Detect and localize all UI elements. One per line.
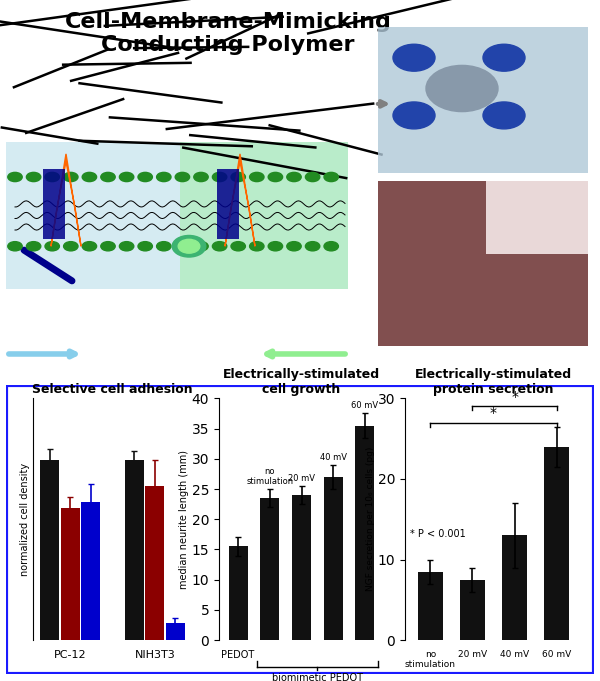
Circle shape: [287, 172, 301, 182]
Circle shape: [393, 102, 435, 129]
Title: Electrically-stimulated
cell growth: Electrically-stimulated cell growth: [223, 368, 380, 396]
Bar: [324, 477, 343, 640]
Circle shape: [250, 172, 264, 182]
Text: Cell-Membrane-Mimicking
Conducting Polymer: Cell-Membrane-Mimicking Conducting Polym…: [65, 12, 391, 54]
Circle shape: [157, 172, 171, 182]
Circle shape: [8, 242, 22, 251]
Bar: [502, 535, 527, 640]
Polygon shape: [225, 154, 255, 247]
Text: 20 mV: 20 mV: [288, 474, 315, 483]
Circle shape: [287, 242, 301, 251]
Circle shape: [119, 242, 134, 251]
Circle shape: [212, 172, 227, 182]
Y-axis label: normalized cell density: normalized cell density: [20, 462, 30, 576]
Bar: [145, 486, 164, 640]
Circle shape: [101, 242, 115, 251]
Circle shape: [483, 44, 525, 72]
Circle shape: [305, 172, 320, 182]
Bar: [81, 502, 100, 640]
Circle shape: [175, 242, 190, 251]
Bar: [460, 580, 485, 640]
Circle shape: [250, 242, 264, 251]
Bar: [544, 447, 569, 640]
Circle shape: [324, 242, 338, 251]
Text: * P < 0.001: * P < 0.001: [410, 528, 466, 539]
Text: 40 mV: 40 mV: [320, 453, 347, 462]
Bar: [61, 508, 80, 640]
Circle shape: [324, 172, 338, 182]
Circle shape: [305, 242, 320, 251]
Circle shape: [82, 172, 97, 182]
Text: no
stimulation: no stimulation: [246, 466, 293, 486]
Bar: [229, 546, 248, 640]
Circle shape: [64, 242, 78, 251]
Text: biomimetic PEDOT: biomimetic PEDOT: [272, 674, 363, 681]
Bar: [43, 170, 65, 238]
Circle shape: [172, 236, 206, 257]
Text: 60 mV: 60 mV: [352, 402, 379, 411]
Circle shape: [212, 242, 227, 251]
Circle shape: [426, 65, 498, 112]
Circle shape: [138, 242, 152, 251]
Circle shape: [119, 172, 134, 182]
Bar: [486, 181, 588, 254]
Circle shape: [178, 239, 200, 253]
Bar: [6, 142, 348, 289]
Bar: [217, 170, 239, 238]
Circle shape: [175, 172, 190, 182]
Circle shape: [268, 242, 283, 251]
Circle shape: [64, 172, 78, 182]
Circle shape: [231, 172, 245, 182]
Circle shape: [26, 242, 41, 251]
Circle shape: [483, 102, 525, 129]
Circle shape: [194, 172, 208, 182]
Bar: [418, 571, 443, 640]
Bar: [378, 27, 588, 173]
Circle shape: [82, 242, 97, 251]
Circle shape: [101, 172, 115, 182]
Circle shape: [138, 172, 152, 182]
Y-axis label: NGF secretion per 10₆ cells (pg): NGF secretion per 10₆ cells (pg): [366, 447, 375, 592]
Circle shape: [26, 172, 41, 182]
Bar: [40, 460, 59, 640]
Text: *: *: [490, 406, 497, 420]
Bar: [355, 426, 374, 640]
Bar: [125, 460, 144, 640]
Bar: [378, 181, 588, 346]
Bar: [292, 495, 311, 640]
Text: *: *: [511, 390, 518, 404]
Bar: [260, 498, 279, 640]
Bar: [166, 622, 185, 640]
Circle shape: [393, 44, 435, 72]
Circle shape: [45, 242, 59, 251]
Circle shape: [157, 242, 171, 251]
Y-axis label: median neurite length (mm): median neurite length (mm): [179, 449, 189, 589]
Circle shape: [268, 172, 283, 182]
Polygon shape: [51, 154, 81, 247]
Circle shape: [45, 172, 59, 182]
Circle shape: [231, 242, 245, 251]
Circle shape: [8, 172, 22, 182]
Title: Selective cell adhesion: Selective cell adhesion: [32, 383, 193, 396]
Bar: [180, 142, 348, 289]
Title: Electrically-stimulated
protein secretion: Electrically-stimulated protein secretio…: [415, 368, 572, 396]
Circle shape: [194, 242, 208, 251]
